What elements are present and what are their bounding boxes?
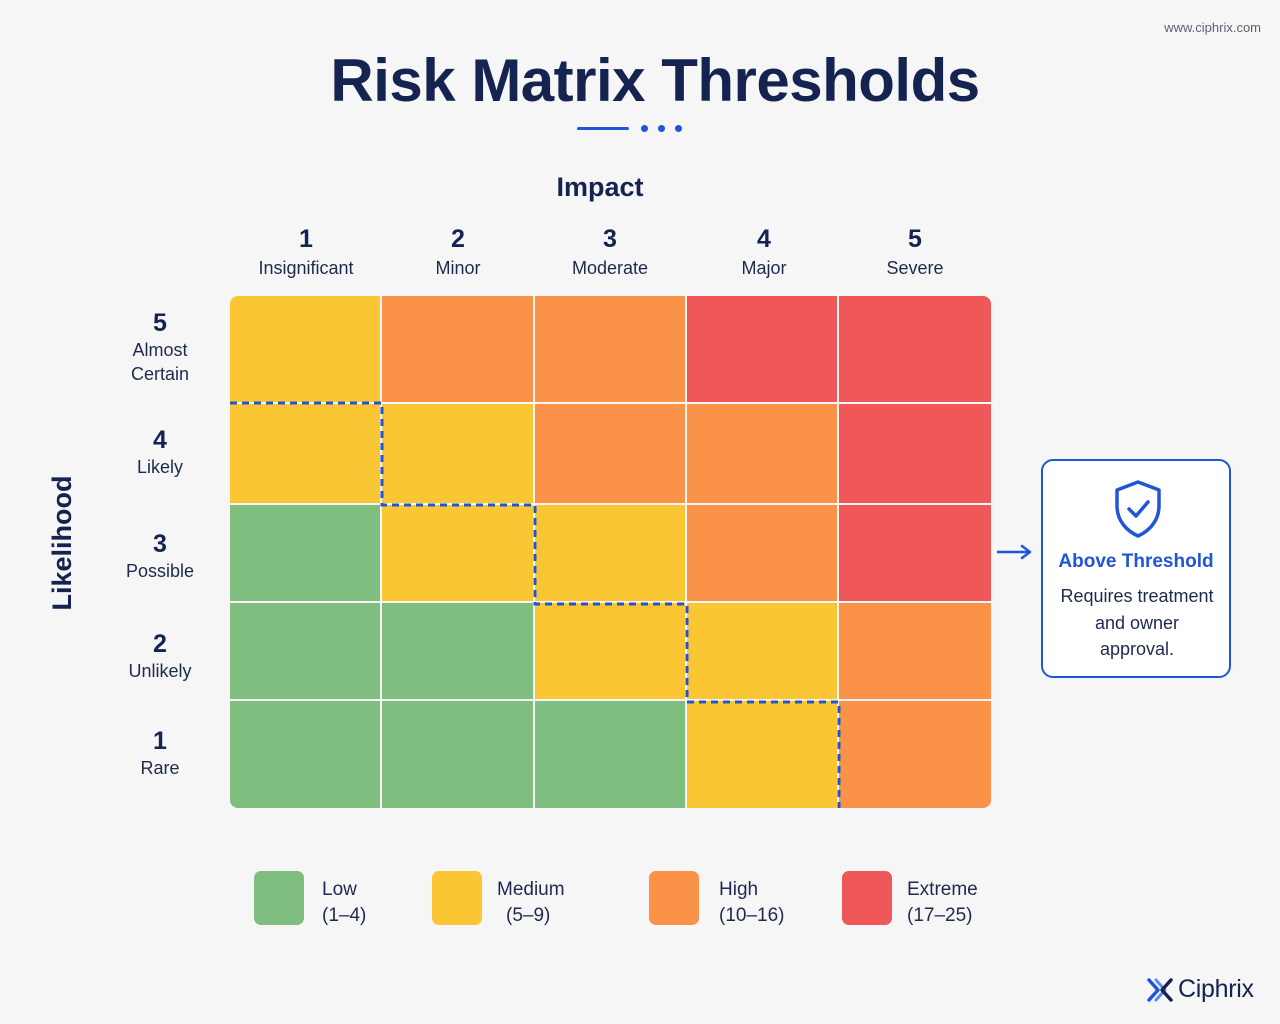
likelihood-header-3: 3 Possible xyxy=(100,529,220,583)
above-threshold-callout: Above Threshold Requires treatment and o… xyxy=(1041,459,1231,678)
legend-range: (1–4) xyxy=(322,905,367,926)
shield-check-icon xyxy=(1115,480,1161,538)
risk-cell-extreme xyxy=(839,505,991,603)
impact-header-number: 2 xyxy=(451,225,465,253)
impact-header-number: 3 xyxy=(603,225,617,253)
risk-cell-low xyxy=(382,603,535,701)
risk-cell-extreme xyxy=(687,296,839,404)
risk-matrix-grid xyxy=(230,296,991,808)
risk-cell-medium xyxy=(687,603,839,701)
impact-header-2: 2 Minor xyxy=(382,224,534,282)
risk-cell-medium xyxy=(687,701,839,808)
risk-cell-high xyxy=(839,603,991,701)
brand-name: Ciphrix xyxy=(1178,975,1254,1003)
legend-label: Low xyxy=(322,879,357,900)
title-underline-dot xyxy=(658,125,665,132)
likelihood-header-label: Certain xyxy=(130,364,190,384)
risk-cell-low xyxy=(230,505,382,603)
risk-cell-high xyxy=(839,701,991,808)
risk-cell-medium xyxy=(535,505,687,603)
risk-cell-high xyxy=(535,404,687,505)
site-url[interactable]: www.ciphrix.com xyxy=(1164,20,1261,35)
impact-header-number: 1 xyxy=(299,225,313,253)
callout-title: Above Threshold xyxy=(1058,551,1214,572)
likelihood-header-label: Possible xyxy=(125,561,195,581)
risk-cell-low xyxy=(535,701,687,808)
title-underline-line xyxy=(577,127,629,130)
risk-cell-medium xyxy=(230,404,382,505)
title-underline-dot xyxy=(675,125,682,132)
legend-range: (17–25) xyxy=(907,905,973,926)
risk-cell-high xyxy=(382,296,535,404)
callout-text-line: Requires treatment xyxy=(1060,586,1214,606)
impact-header-3: 3 Moderate xyxy=(534,224,686,282)
impact-header-label: Severe xyxy=(886,258,944,278)
impact-header-label: Minor xyxy=(435,258,481,278)
impact-axis-title: Impact xyxy=(556,172,644,202)
impact-header-label: Major xyxy=(741,258,787,278)
likelihood-header-4: 4 Likely xyxy=(100,425,220,479)
likelihood-header-number: 3 xyxy=(153,530,167,558)
title-underline-decoration xyxy=(577,123,687,133)
page-title: Risk Matrix Thresholds xyxy=(330,47,980,114)
impact-header-label: Insignificant xyxy=(258,258,354,278)
likelihood-header-label: Likely xyxy=(136,457,184,477)
risk-cell-low xyxy=(230,701,382,808)
risk-cell-medium xyxy=(535,603,687,701)
risk-cell-high xyxy=(687,505,839,603)
legend-label: Medium xyxy=(497,879,565,900)
risk-cell-high xyxy=(687,404,839,505)
legend-label: Extreme xyxy=(907,879,978,900)
likelihood-header-number: 2 xyxy=(153,630,167,658)
legend-swatch-extreme xyxy=(842,871,892,925)
legend-swatch-high xyxy=(649,871,699,925)
legend-swatch-medium xyxy=(432,871,482,925)
impact-header-4: 4 Major xyxy=(688,224,840,282)
risk-cell-medium xyxy=(382,404,535,505)
legend-range: (10–16) xyxy=(719,905,785,926)
legend-swatch-low xyxy=(254,871,304,925)
risk-cell-low xyxy=(382,701,535,808)
likelihood-header-number: 4 xyxy=(153,426,167,454)
risk-cell-medium xyxy=(382,505,535,603)
likelihood-header-number: 5 xyxy=(153,309,167,337)
likelihood-header-1: 1 Rare xyxy=(100,726,220,780)
risk-cell-low xyxy=(230,603,382,701)
callout-text-line: and owner xyxy=(1094,612,1180,633)
impact-header-number: 4 xyxy=(757,225,771,253)
callout-text: Requires treatment and owner approval. xyxy=(1051,583,1223,663)
risk-cell-extreme xyxy=(839,404,991,505)
impact-header-5: 5 Severe xyxy=(839,224,991,282)
likelihood-header-5: 5 Almost Certain xyxy=(100,308,220,386)
likelihood-axis-title: Likelihood xyxy=(47,475,77,611)
legend-range: (5–9) xyxy=(506,905,551,926)
ciphrix-logo-icon xyxy=(1147,978,1173,1002)
likelihood-header-number: 1 xyxy=(153,727,167,755)
title-underline-dot xyxy=(641,125,648,132)
risk-cell-medium xyxy=(230,296,382,404)
callout-arrow-icon xyxy=(997,544,1032,560)
legend-label: High xyxy=(719,879,759,900)
impact-header-number: 5 xyxy=(908,225,922,253)
risk-cell-extreme xyxy=(839,296,991,404)
callout-text-line: approval. xyxy=(1099,639,1175,659)
likelihood-header-label: Unlikely xyxy=(128,661,192,681)
impact-header-1: 1 Insignificant xyxy=(230,224,382,282)
likelihood-header-label: Rare xyxy=(140,758,180,778)
impact-header-label: Moderate xyxy=(571,258,649,278)
likelihood-header-2: 2 Unlikely xyxy=(100,629,220,683)
risk-cell-high xyxy=(535,296,687,404)
likelihood-header-label: Almost xyxy=(132,340,188,360)
